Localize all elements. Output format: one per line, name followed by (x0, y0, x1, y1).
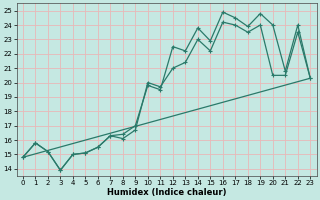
X-axis label: Humidex (Indice chaleur): Humidex (Indice chaleur) (107, 188, 226, 197)
